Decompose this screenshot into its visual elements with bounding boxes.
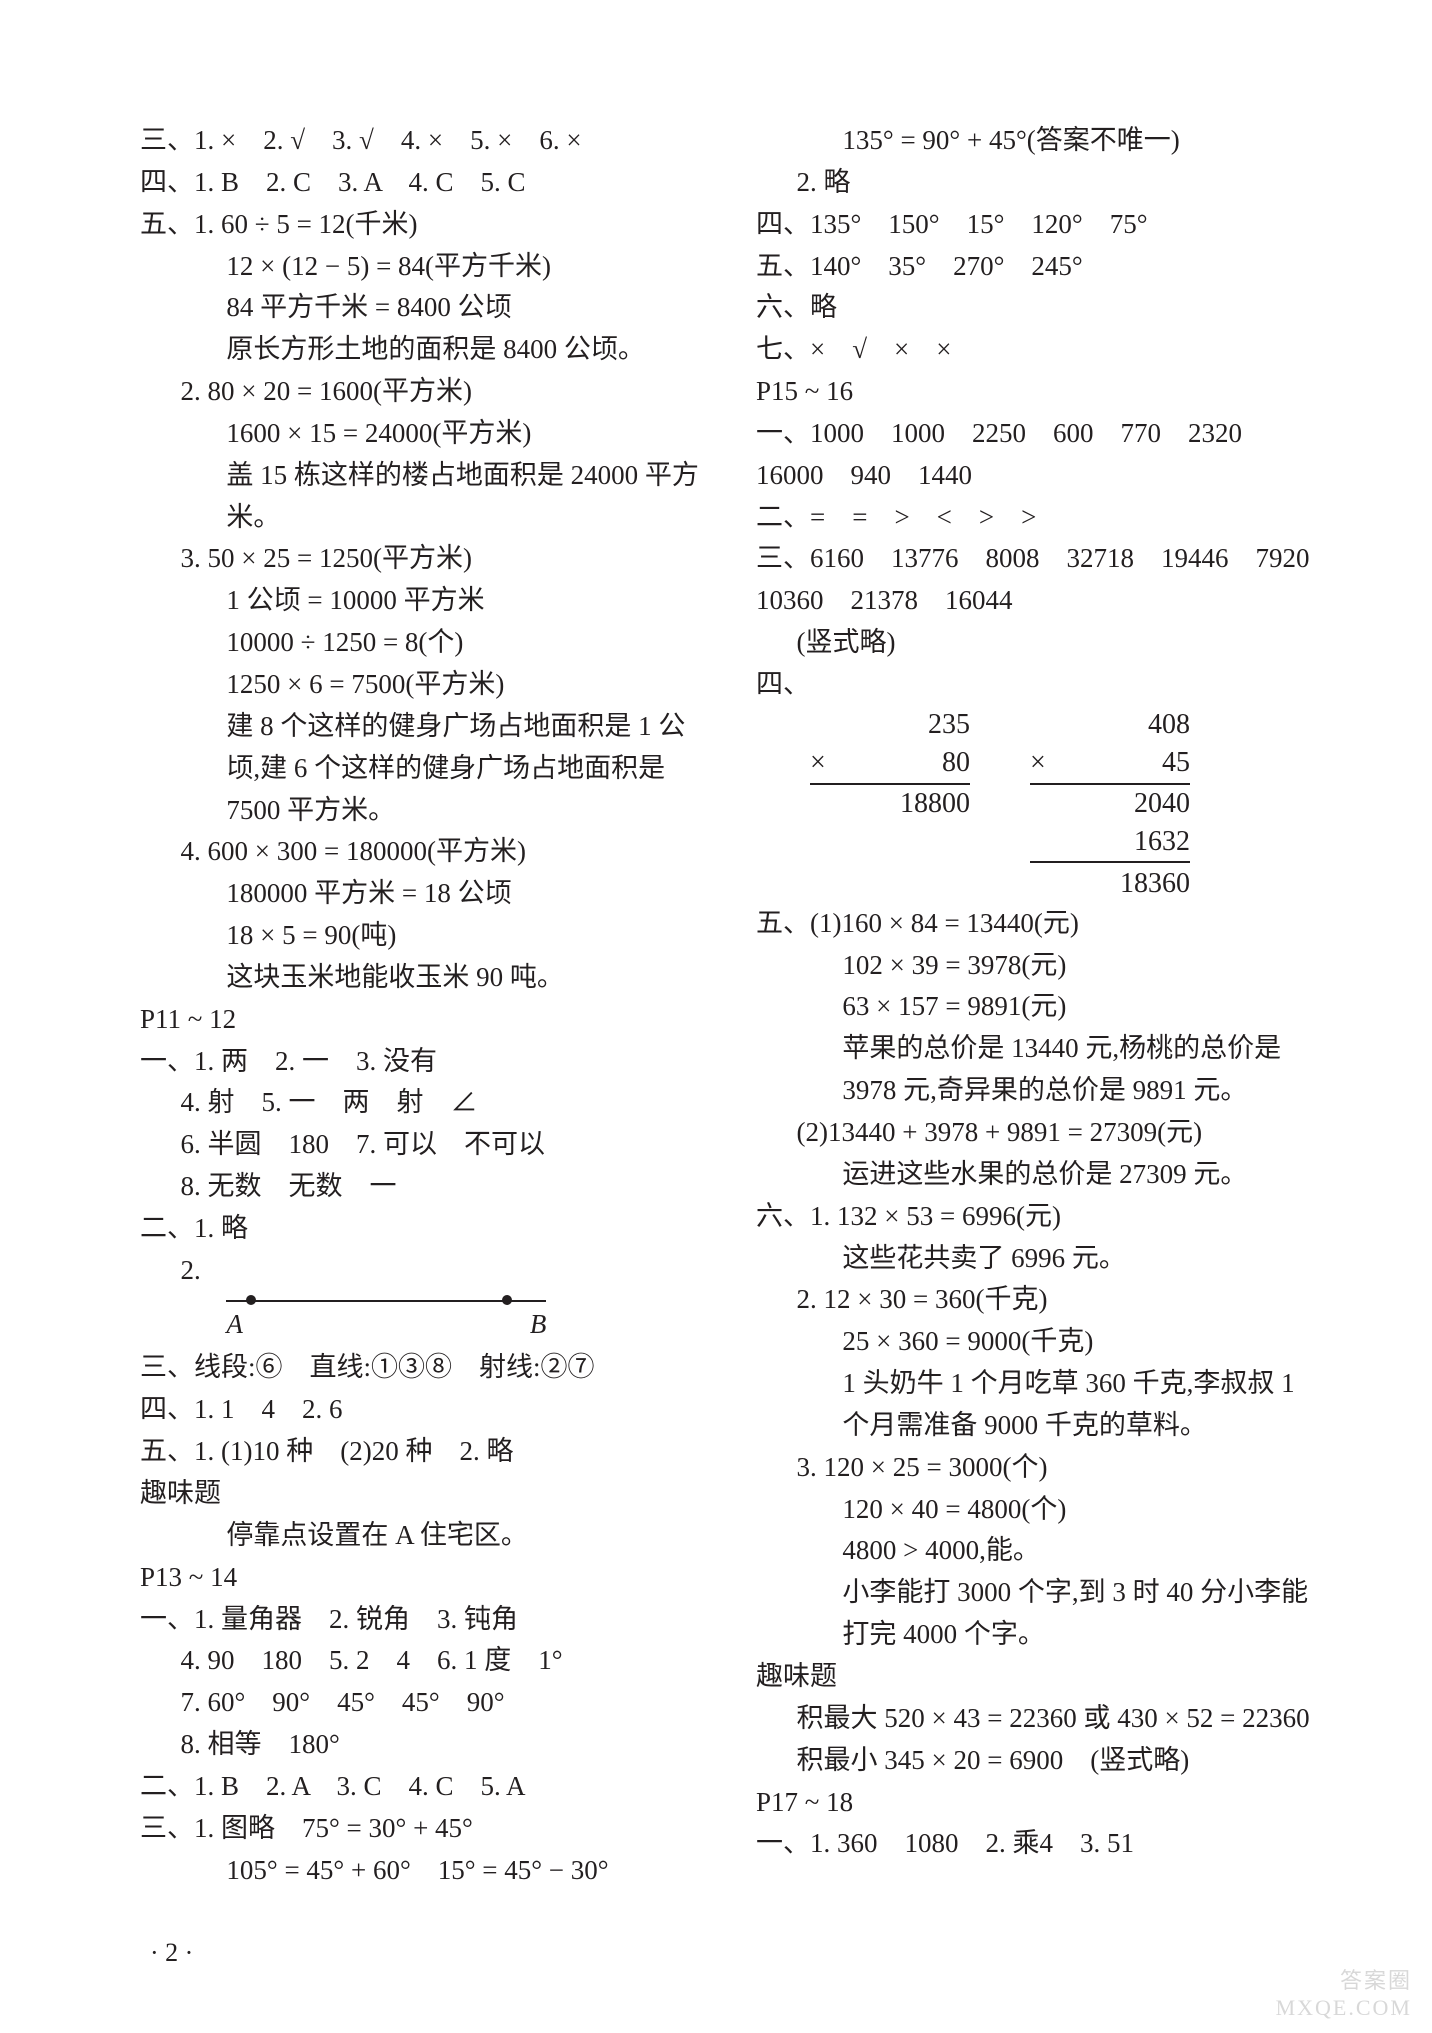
text-line: (竖式略) bbox=[756, 622, 1322, 664]
text-line: P17 ~ 18 bbox=[756, 1782, 1322, 1824]
right-column: 135° = 90° + 45°(答案不唯一)2. 略四、135° 150° 1… bbox=[756, 120, 1322, 1891]
text-line: P15 ~ 16 bbox=[756, 371, 1322, 413]
partial-product: 1632 bbox=[1030, 823, 1190, 861]
partial-product: 18800 bbox=[810, 785, 970, 823]
text-line: 盖 15 栋这样的楼占地面积是 24000 平方米。 bbox=[140, 455, 706, 539]
text-line: 六、略 bbox=[756, 287, 1322, 329]
text-line: 一、1000 1000 2250 600 770 2320 16000 940 … bbox=[756, 413, 1322, 497]
segment-ab-diagram: AB bbox=[226, 1300, 546, 1346]
multiplier-row: × 80 bbox=[810, 744, 970, 786]
multiplier-row: × 45 bbox=[1030, 744, 1190, 786]
text-line: 10000 ÷ 1250 = 8(个) bbox=[140, 622, 706, 664]
text-line: 2. bbox=[140, 1250, 706, 1292]
text-line: 三、1. × 2. √ 3. √ 4. × 5. × 6. × bbox=[140, 120, 706, 162]
text-line: 小李能打 3000 个字,到 3 时 40 分小李能打完 4000 个字。 bbox=[756, 1572, 1322, 1656]
text-line: 2. 略 bbox=[756, 162, 1322, 204]
vertical-multiplication: 235× 8018800 bbox=[810, 706, 970, 903]
multiplier: 80 bbox=[942, 744, 970, 782]
text-line: 停靠点设置在 A 住宅区。 bbox=[140, 1515, 706, 1557]
text-line: 63 × 157 = 9891(元) bbox=[756, 986, 1322, 1028]
text-line: 四、 bbox=[756, 664, 1322, 706]
text-line: 18 × 5 = 90(吨) bbox=[140, 915, 706, 957]
text-line: 积最大 520 × 43 = 22360 或 430 × 52 = 22360 … bbox=[756, 1698, 1322, 1782]
text-line: 这块玉米地能收玉米 90 吨。 bbox=[140, 957, 706, 999]
text-line: 趣味题 bbox=[756, 1656, 1322, 1698]
text-line: 一、1. 360 1080 2. 乘4 3. 51 bbox=[756, 1823, 1322, 1865]
label-a: A bbox=[226, 1304, 243, 1346]
text-line: 4800 > 4000,能。 bbox=[756, 1530, 1322, 1572]
text-line: 2. 12 × 30 = 360(千克) bbox=[756, 1279, 1322, 1321]
text-line: 120 × 40 = 4800(个) bbox=[756, 1489, 1322, 1531]
text-line: 12 × (12 − 5) = 84(平方千米) bbox=[140, 246, 706, 288]
text-line: 7. 60° 90° 45° 45° 90° bbox=[140, 1682, 706, 1724]
text-line: 1 公顷 = 10000 平方米 bbox=[140, 580, 706, 622]
partial-product: 2040 bbox=[1030, 785, 1190, 823]
product: 18360 bbox=[1030, 861, 1190, 903]
text-line: 1250 × 6 = 7500(平方米) bbox=[140, 664, 706, 706]
multiplier: 45 bbox=[1162, 744, 1190, 782]
text-line: 四、1. B 2. C 3. A 4. C 5. C bbox=[140, 162, 706, 204]
text-line: 6. 半圆 180 7. 可以 不可以 bbox=[140, 1124, 706, 1166]
two-column-layout: 三、1. × 2. √ 3. √ 4. × 5. × 6. ×四、1. B 2.… bbox=[140, 120, 1322, 1891]
text-line: 一、1. 两 2. 一 3. 没有 bbox=[140, 1041, 706, 1083]
text-line: 25 × 360 = 9000(千克) bbox=[756, 1321, 1322, 1363]
text-line: 五、1. 60 ÷ 5 = 12(千米) bbox=[140, 204, 706, 246]
text-line: 4. 射 5. 一 两 射 ∠ bbox=[140, 1082, 706, 1124]
text-line: 4. 90 180 5. 2 4 6. 1 度 1° bbox=[140, 1640, 706, 1682]
text-line: 1 头奶牛 1 个月吃草 360 千克,李叔叔 1 个月需准备 9000 千克的… bbox=[756, 1363, 1322, 1447]
segment-labels: AB bbox=[226, 1302, 546, 1346]
watermark-line1: 答案圈 bbox=[1276, 1968, 1412, 1994]
text-line: 趣味题 bbox=[140, 1473, 706, 1515]
vertical-multiplication-row: 235×8018800408×452040163218360 bbox=[810, 706, 1322, 903]
text-line: 2. 80 × 20 = 1600(平方米) bbox=[140, 371, 706, 413]
text-line: 180000 平方米 = 18 公顷 bbox=[140, 873, 706, 915]
left-column: 三、1. × 2. √ 3. √ 4. × 5. × 6. ×四、1. B 2.… bbox=[140, 120, 706, 1891]
text-line: 苹果的总价是 13440 元,杨桃的总价是 3978 元,奇异果的总价是 989… bbox=[756, 1028, 1322, 1112]
text-line: 二、= = > < > > bbox=[756, 497, 1322, 539]
text-line: 二、1. 略 bbox=[140, 1208, 706, 1250]
vertical-multiplication: 408× 452040163218360 bbox=[1030, 706, 1190, 903]
text-line: 三、6160 13776 8008 32718 19446 7920 10360… bbox=[756, 538, 1322, 622]
segment-track bbox=[226, 1300, 546, 1302]
text-line: 1600 × 15 = 24000(平方米) bbox=[140, 413, 706, 455]
text-line: 3. 50 × 25 = 1250(平方米) bbox=[140, 538, 706, 580]
text-line: 五、140° 35° 270° 245° bbox=[756, 246, 1322, 288]
text-line: 七、× √ × × bbox=[756, 329, 1322, 371]
multiplicand: 235 bbox=[810, 706, 970, 744]
text-line: 五、1. (1)10 种 (2)20 种 2. 略 bbox=[140, 1431, 706, 1473]
text-line: 原长方形土地的面积是 8400 公顷。 bbox=[140, 329, 706, 371]
text-line: 三、1. 图略 75° = 30° + 45° bbox=[140, 1808, 706, 1850]
text-line: 五、(1)160 × 84 = 13440(元) bbox=[756, 903, 1322, 945]
text-line: 8. 无数 无数 一 bbox=[140, 1166, 706, 1208]
page-number: · 2 · bbox=[150, 1933, 193, 1973]
endpoint-b-dot bbox=[502, 1295, 512, 1305]
text-line: 六、1. 132 × 53 = 6996(元) bbox=[756, 1196, 1322, 1238]
answer-key-page: 三、1. × 2. √ 3. √ 4. × 5. × 6. ×四、1. B 2.… bbox=[0, 0, 1432, 2033]
watermark: 答案圈 MXQE.COM bbox=[1276, 1968, 1412, 2021]
text-line: 3. 120 × 25 = 3000(个) bbox=[756, 1447, 1322, 1489]
times-icon: × bbox=[810, 744, 846, 782]
watermark-line2: MXQE.COM bbox=[1276, 1995, 1412, 2021]
text-line: P11 ~ 12 bbox=[140, 999, 706, 1041]
text-line: 8. 相等 180° bbox=[140, 1724, 706, 1766]
text-line: 建 8 个这样的健身广场占地面积是 1 公顷,建 6 个这样的健身广场占地面积是… bbox=[140, 706, 706, 832]
text-line: 四、1. 1 4 2. 6 bbox=[140, 1389, 706, 1431]
text-line: 二、1. B 2. A 3. C 4. C 5. A bbox=[140, 1766, 706, 1808]
text-line: 四、135° 150° 15° 120° 75° bbox=[756, 204, 1322, 246]
text-line: 84 平方千米 = 8400 公顷 bbox=[140, 287, 706, 329]
multiplicand: 408 bbox=[1030, 706, 1190, 744]
label-b: B bbox=[530, 1304, 547, 1346]
text-line: 三、线段:⑥ 直线:①③⑧ 射线:②⑦ bbox=[140, 1347, 706, 1389]
text-line: 105° = 45° + 60° 15° = 45° − 30° bbox=[140, 1850, 706, 1892]
text-line: 4. 600 × 300 = 180000(平方米) bbox=[140, 831, 706, 873]
text-line: 135° = 90° + 45°(答案不唯一) bbox=[756, 120, 1322, 162]
text-line: 102 × 39 = 3978(元) bbox=[756, 945, 1322, 987]
text-line: (2)13440 + 3978 + 9891 = 27309(元) bbox=[756, 1112, 1322, 1154]
text-line: 运进这些水果的总价是 27309 元。 bbox=[756, 1154, 1322, 1196]
endpoint-a-dot bbox=[246, 1295, 256, 1305]
text-line: P13 ~ 14 bbox=[140, 1557, 706, 1599]
times-icon: × bbox=[1030, 744, 1066, 782]
text-line: 一、1. 量角器 2. 锐角 3. 钝角 bbox=[140, 1599, 706, 1641]
text-line: 这些花共卖了 6996 元。 bbox=[756, 1238, 1322, 1280]
